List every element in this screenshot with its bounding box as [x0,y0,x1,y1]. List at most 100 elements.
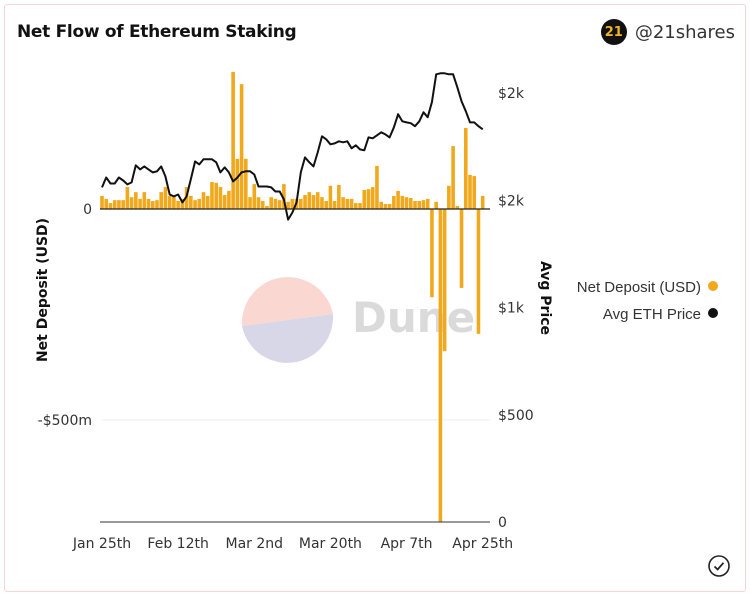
deposit-bar[interactable] [112,200,117,209]
deposit-bar[interactable] [358,203,362,209]
deposit-bar[interactable] [383,203,388,209]
deposit-bar[interactable] [345,198,350,209]
deposit-bar[interactable] [341,197,345,209]
deposit-bar[interactable] [421,200,426,209]
deposit-bar[interactable] [299,198,303,209]
deposit-bar[interactable] [277,200,282,209]
deposit-bar[interactable] [273,198,278,209]
deposit-bar[interactable] [252,184,257,209]
deposit-bar[interactable] [155,200,159,209]
legend-item-deposit[interactable]: Net Deposit (USD) [577,279,718,296]
deposit-bar[interactable] [328,185,333,209]
deposit-bar[interactable] [362,190,367,209]
x-tick-label: Jan 25th [72,536,131,552]
deposit-bar[interactable] [400,195,405,209]
deposit-bar[interactable] [176,200,180,209]
deposit-bar[interactable] [438,209,443,522]
deposit-bar[interactable] [434,201,438,209]
deposit-bar[interactable] [408,198,413,209]
deposit-bar[interactable] [307,192,312,209]
deposit-bar[interactable] [214,182,219,209]
deposit-bar[interactable] [324,200,328,209]
y-tick-label: -$500m [38,413,92,429]
deposit-bar[interactable] [189,195,193,209]
deposit-bar[interactable] [239,84,244,209]
deposit-bar[interactable] [210,182,214,209]
deposit-bar[interactable] [349,198,354,209]
deposit-bar[interactable] [451,146,455,209]
deposit-bar[interactable] [370,187,375,209]
deposit-bar[interactable] [197,198,202,209]
deposit-bar[interactable] [413,200,417,209]
deposit-bar[interactable] [375,165,379,209]
deposit-bar[interactable] [447,185,451,209]
deposit-bar[interactable] [248,197,252,209]
deposit-bar[interactable] [354,203,358,209]
deposit-bar[interactable] [180,198,185,209]
deposit-bar[interactable] [117,200,121,209]
deposit-bar[interactable] [227,190,231,209]
deposit-bar[interactable] [235,158,240,209]
deposit-bar[interactable] [256,197,261,209]
deposit-bar[interactable] [366,189,371,209]
deposit-bar[interactable] [218,187,223,209]
price-line[interactable] [101,72,484,221]
deposit-bar[interactable] [311,195,316,209]
21shares-logo-icon: 21 [600,19,627,45]
deposit-bar[interactable] [100,195,104,209]
deposit-bar[interactable] [146,198,151,209]
deposit-bar[interactable] [125,187,130,209]
deposit-bar[interactable] [392,195,396,209]
deposit-bar[interactable] [244,158,248,209]
deposit-bar[interactable] [129,197,134,209]
deposit-bar[interactable] [150,200,155,209]
deposit-bar[interactable] [459,209,464,288]
deposit-bar[interactable] [265,206,269,209]
deposit-bar[interactable] [193,200,197,209]
deposit-bar[interactable] [108,203,113,209]
y2-tick-label: $500 [498,408,534,424]
x-tick-label: Feb 12th [147,536,208,552]
deposit-bar[interactable] [417,200,422,209]
deposit-bar[interactable] [303,195,307,209]
deposit-bar[interactable] [320,197,324,209]
deposit-bar[interactable] [404,197,409,209]
brand[interactable]: 21 @21shares [600,19,735,45]
deposit-bar[interactable] [142,192,147,209]
legend-item-price[interactable]: Avg ETH Price [603,306,718,323]
deposit-bar[interactable] [222,195,227,209]
deposit-bar[interactable] [396,190,400,209]
deposit-bar[interactable] [387,203,392,209]
deposit-bar[interactable] [337,184,341,209]
deposit-bar[interactable] [468,174,472,209]
deposit-bar[interactable] [260,200,265,209]
deposit-bar[interactable] [167,195,172,209]
deposit-bar[interactable] [104,198,109,209]
deposit-bar[interactable] [476,209,481,334]
deposit-bar[interactable] [121,200,125,209]
deposit-bar[interactable] [138,198,142,209]
deposit-bar[interactable] [269,197,273,209]
check-circle-icon[interactable] [708,555,730,577]
brand-handle[interactable]: @21shares [634,21,735,43]
deposit-bar[interactable] [172,195,176,209]
deposit-bar[interactable] [159,192,164,209]
deposit-bar[interactable] [463,128,468,209]
deposit-bar[interactable] [379,201,383,209]
deposit-bar[interactable] [315,192,320,209]
deposit-bar[interactable] [134,192,138,209]
deposit-bar[interactable] [480,195,485,209]
deposit-bar[interactable] [231,71,235,209]
deposit-bar[interactable] [332,200,337,209]
deposit-bar[interactable] [442,209,447,352]
deposit-bar[interactable] [201,192,206,209]
deposit-bar[interactable] [282,184,286,209]
deposit-bar[interactable] [290,198,295,209]
deposit-bar[interactable] [455,206,460,209]
deposit-bar[interactable] [205,195,210,209]
deposit-bar[interactable] [472,176,477,209]
deposit-bar[interactable] [163,187,168,209]
deposit-bar[interactable] [430,209,434,298]
deposit-bar[interactable] [425,198,430,209]
deposit-bar[interactable] [286,201,290,209]
